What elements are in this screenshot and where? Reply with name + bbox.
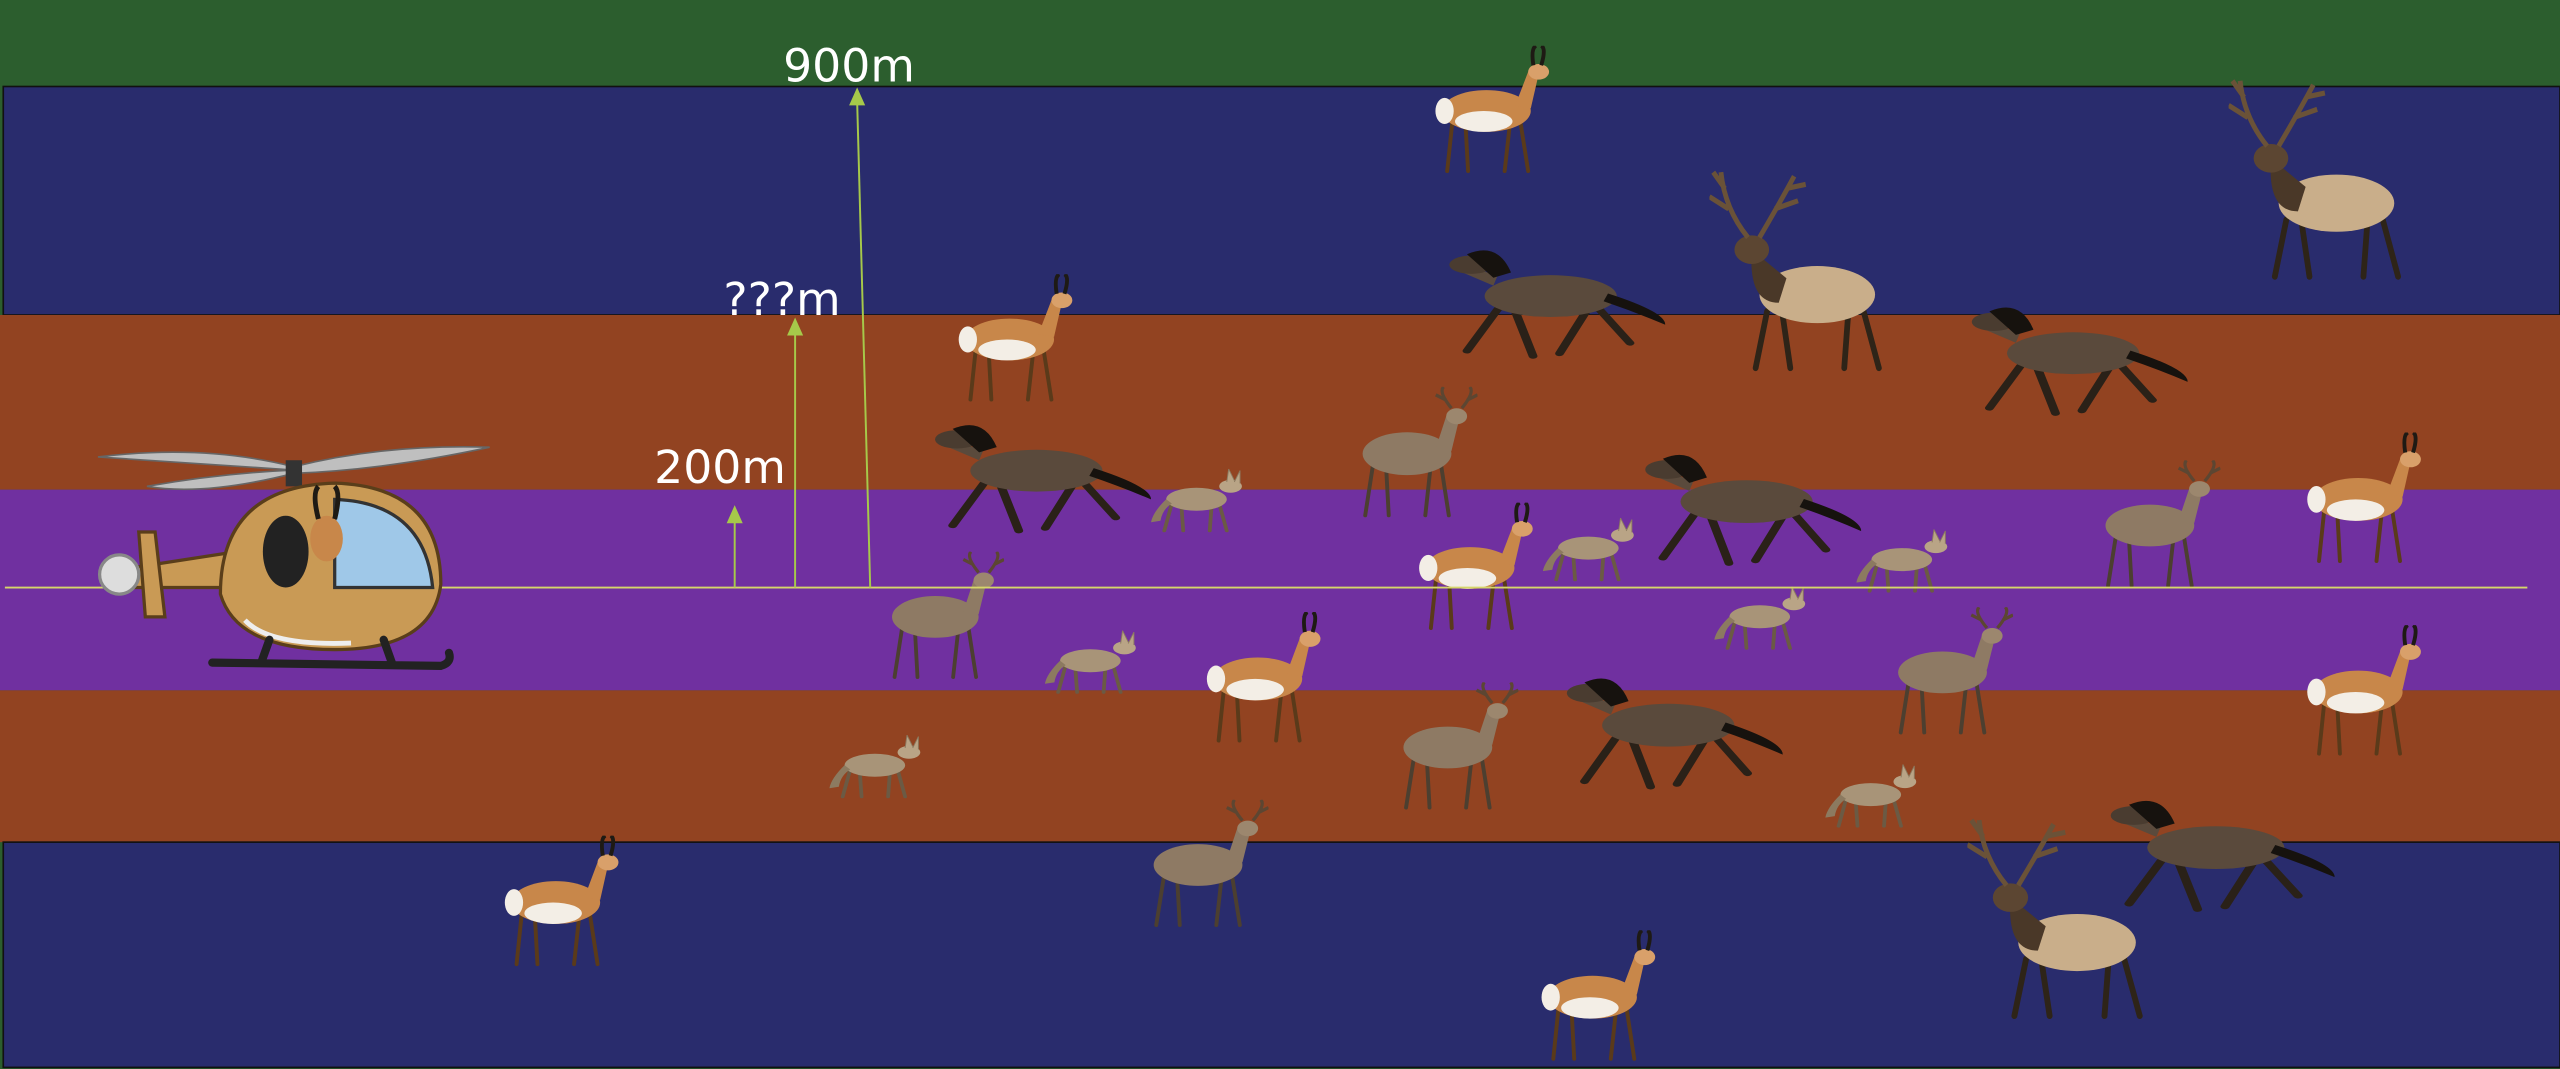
top-band [0, 0, 2560, 86]
outer-zone [3, 86, 2560, 314]
altitude-label: 900m [783, 40, 915, 93]
altitude-label: 200m [654, 441, 786, 494]
outer-zone [3, 842, 2560, 1067]
page: 900m ???m 200m (() => { const data = JSO… [0, 0, 2560, 1069]
altitude-label: ???m [723, 273, 840, 326]
scene: 900m ???m 200m [0, 0, 2560, 1069]
